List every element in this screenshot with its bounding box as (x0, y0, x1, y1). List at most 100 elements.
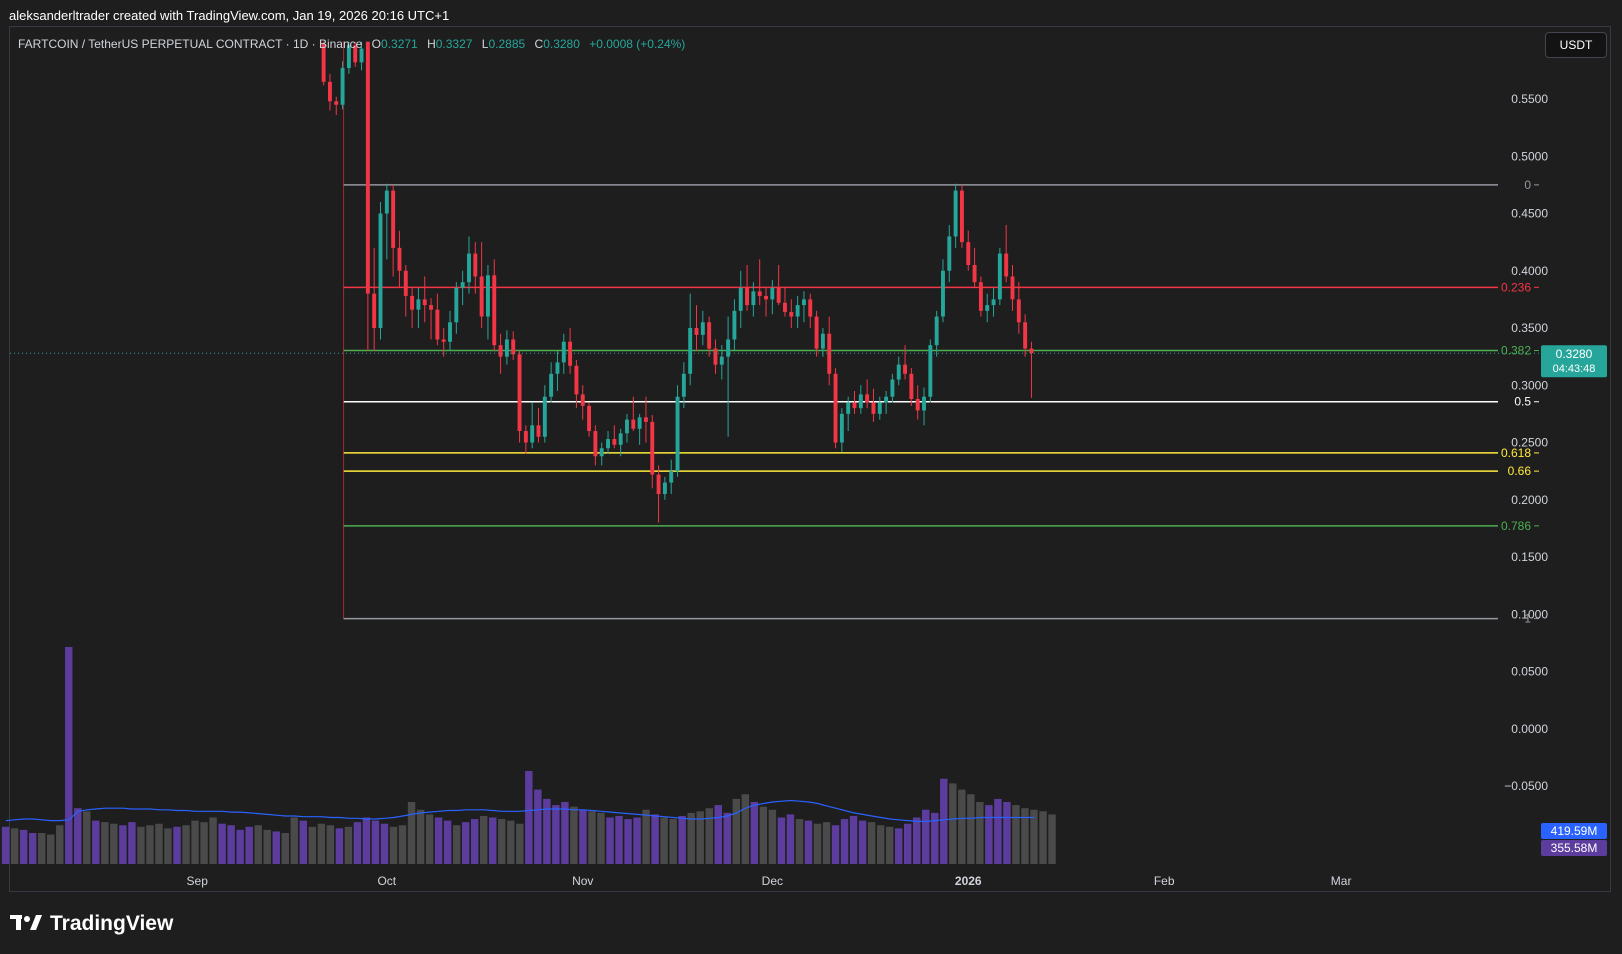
candle-body[interactable] (726, 339, 731, 357)
candle-body[interactable] (384, 190, 389, 214)
candle-body[interactable] (795, 305, 800, 317)
candle-body[interactable] (479, 276, 484, 317)
candle-body[interactable] (732, 310, 737, 340)
candle-body[interactable] (397, 247, 402, 271)
candle-body[interactable] (662, 482, 667, 495)
candle-body[interactable] (530, 425, 535, 443)
candle-body[interactable] (669, 471, 674, 483)
candle-body[interactable] (915, 398, 920, 411)
candle-body[interactable] (827, 333, 832, 374)
candle-body[interactable] (517, 354, 522, 432)
candle-body[interactable] (814, 316, 819, 349)
candle-body[interactable] (1010, 276, 1015, 300)
candle-body[interactable] (334, 101, 339, 105)
candle-body[interactable] (896, 364, 901, 380)
candle-body[interactable] (928, 345, 933, 397)
candle-body[interactable] (625, 419, 629, 434)
candle-body[interactable] (593, 431, 598, 457)
candle-body[interactable] (327, 81, 332, 102)
candle-body[interactable] (1023, 322, 1028, 349)
candle-body[interactable] (707, 322, 712, 349)
candle-body[interactable] (378, 213, 383, 329)
candle-body[interactable] (966, 242, 971, 266)
candle-body[interactable] (978, 282, 983, 311)
candle-body[interactable] (448, 322, 452, 342)
candle-body[interactable] (745, 287, 750, 306)
candle-body[interactable] (820, 333, 825, 349)
candle-body[interactable] (909, 373, 914, 399)
candle-body[interactable] (858, 394, 863, 409)
candle-body[interactable] (492, 275, 497, 346)
candle-body[interactable] (372, 293, 377, 328)
candle-body[interactable] (770, 287, 775, 300)
candle-body[interactable] (997, 253, 1002, 300)
candle-body[interactable] (429, 305, 434, 310)
candle-body[interactable] (934, 316, 939, 346)
candle-body[interactable] (890, 379, 895, 397)
candle-body[interactable] (972, 265, 977, 283)
candle-body[interactable] (808, 299, 813, 317)
candle-body[interactable] (504, 339, 509, 357)
candle-body[interactable] (485, 275, 490, 317)
candle-body[interactable] (681, 373, 686, 397)
candle-body[interactable] (403, 270, 408, 296)
candle-body[interactable] (865, 394, 870, 403)
candle-body[interactable] (751, 291, 756, 306)
candle-body[interactable] (877, 402, 882, 414)
candle-body[interactable] (694, 328, 699, 335)
candle-body[interactable] (650, 421, 655, 475)
candle-body[interactable] (991, 299, 996, 306)
candle-body[interactable] (1016, 299, 1021, 323)
candle-body[interactable] (353, 45, 358, 63)
candle-body[interactable] (454, 287, 459, 323)
candle-body[interactable] (587, 405, 592, 432)
candle-body[interactable] (947, 236, 952, 271)
candle-body[interactable] (321, 44, 326, 82)
candle-body[interactable] (757, 291, 762, 296)
candle-body[interactable] (549, 373, 554, 397)
candle-body[interactable] (542, 396, 547, 437)
candle-body[interactable] (871, 402, 876, 414)
candle-body[interactable] (460, 282, 465, 288)
candle-body[interactable] (903, 364, 908, 374)
candle-body[interactable] (498, 345, 503, 357)
candle-body[interactable] (833, 373, 838, 443)
candle-body[interactable] (738, 287, 743, 311)
candle-body[interactable] (580, 394, 585, 406)
candle-body[interactable] (776, 287, 781, 303)
candle-body[interactable] (783, 302, 787, 312)
candle-body[interactable] (656, 474, 661, 495)
candle-body[interactable] (606, 439, 610, 449)
candle-body[interactable] (410, 295, 415, 310)
candle-body[interactable] (789, 311, 794, 317)
candle-body[interactable] (441, 339, 446, 342)
candle-body[interactable] (846, 402, 851, 414)
candle-body[interactable] (719, 356, 724, 365)
candle-body[interactable] (839, 413, 844, 443)
candle-body[interactable] (959, 190, 964, 243)
candle-body[interactable] (365, 41, 370, 294)
candle-body[interactable] (688, 328, 693, 374)
candle-body[interactable] (941, 270, 945, 317)
candle-body[interactable] (561, 341, 566, 363)
candle-body[interactable] (359, 48, 364, 63)
candle-body[interactable] (713, 348, 718, 365)
candle-body[interactable] (884, 396, 889, 403)
candle-body[interactable] (1004, 253, 1009, 277)
candle-body[interactable] (801, 299, 806, 306)
candle-body[interactable] (637, 417, 642, 429)
candle-body[interactable] (599, 448, 604, 457)
candle-body[interactable] (523, 431, 528, 443)
candle-body[interactable] (473, 253, 478, 277)
candle-body[interactable] (555, 362, 560, 374)
currency-button[interactable]: USDT (1545, 32, 1607, 58)
candle-body[interactable] (536, 425, 541, 437)
candle-body[interactable] (391, 190, 396, 248)
candle-body[interactable] (985, 305, 990, 311)
candle-body[interactable] (675, 396, 680, 472)
candle-body[interactable] (568, 341, 573, 366)
candle-body[interactable] (467, 253, 471, 283)
candle-body[interactable] (922, 396, 926, 411)
candle-body[interactable] (700, 322, 705, 335)
